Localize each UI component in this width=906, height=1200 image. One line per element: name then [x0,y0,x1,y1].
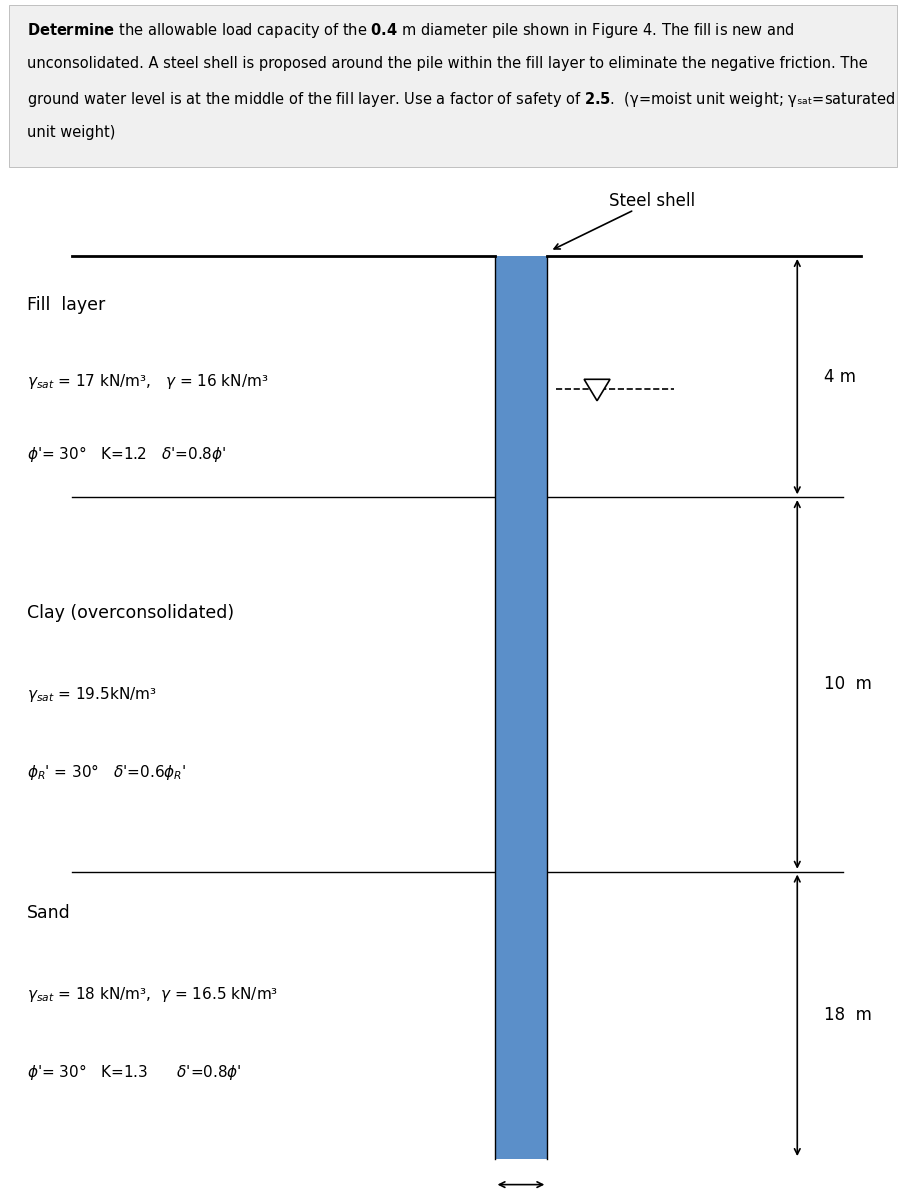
Text: Steel shell: Steel shell [609,192,696,210]
Text: ground water level is at the middle of the fill layer. Use a factor of safety of: ground water level is at the middle of t… [27,90,895,109]
Text: $\phi$'= 30°   K=1.2   $\delta$'=0.8$\phi$': $\phi$'= 30° K=1.2 $\delta$'=0.8$\phi$' [27,444,226,463]
Text: $\gamma_{sat}$ = 18 kN/m³,  $\gamma$ = 16.5 kN/m³: $\gamma_{sat}$ = 18 kN/m³, $\gamma$ = 16… [27,985,278,1004]
Text: $\gamma_{sat}$ = 19.5kN/m³: $\gamma_{sat}$ = 19.5kN/m³ [27,685,157,704]
Text: Fill  layer: Fill layer [27,296,105,314]
Text: $\bf{Determine}$ the allowable load capacity of the $\bf{0.4}$ m diameter pile s: $\bf{Determine}$ the allowable load capa… [27,20,795,40]
FancyBboxPatch shape [9,5,897,167]
Text: Clay (overconsolidated): Clay (overconsolidated) [27,604,235,622]
Text: unconsolidated. A steel shell is proposed around the pile within the fill layer : unconsolidated. A steel shell is propose… [27,55,868,71]
Bar [495,256,547,1159]
Text: unit weight): unit weight) [27,125,116,140]
Polygon shape [584,379,610,401]
Text: 4 m: 4 m [824,367,856,385]
Text: $\gamma_{sat}$ = 17 kN/m³,   $\gamma$ = 16 kN/m³: $\gamma_{sat}$ = 17 kN/m³, $\gamma$ = 16… [27,372,269,391]
Text: Sand: Sand [27,904,71,922]
Text: 18  m: 18 m [824,1007,872,1025]
Text: 10  m: 10 m [824,676,872,694]
Text: $\phi_R$' = 30°   $\delta$'=0.6$\phi_R$': $\phi_R$' = 30° $\delta$'=0.6$\phi_R$' [27,762,187,781]
Text: $\phi$'= 30°   K=1.3      $\delta$'=0.8$\phi$': $\phi$'= 30° K=1.3 $\delta$'=0.8$\phi$' [27,1062,242,1081]
